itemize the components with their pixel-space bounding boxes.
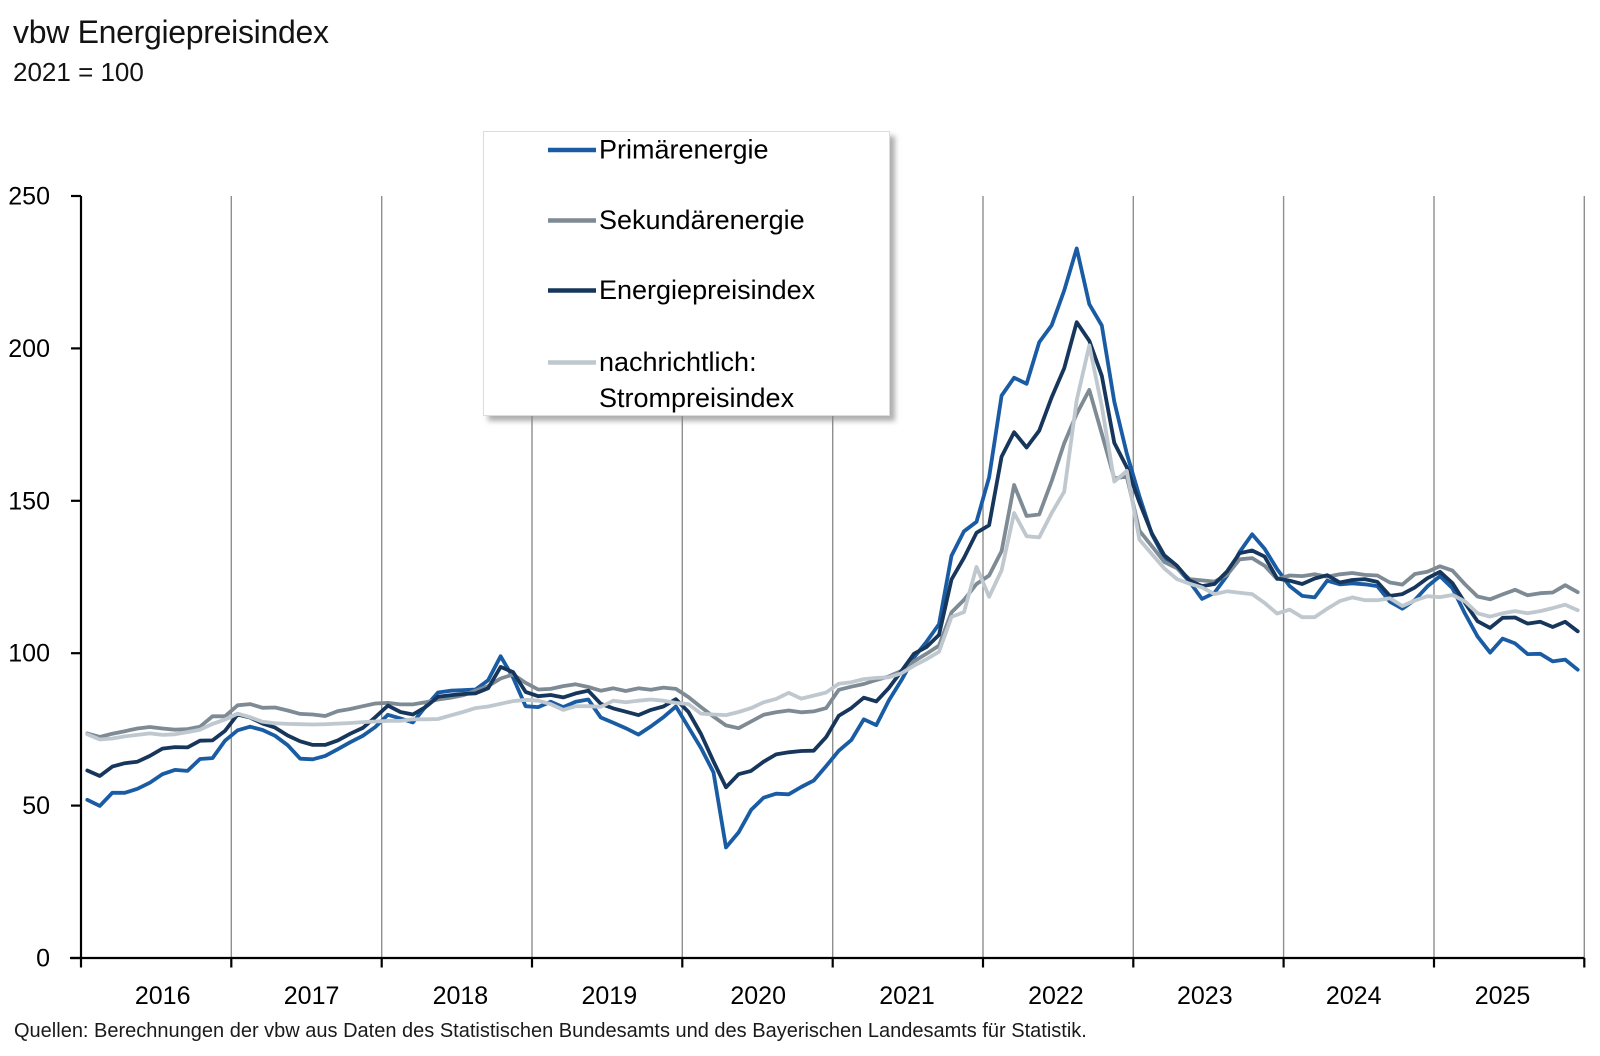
svg-text:nachrichtlich:: nachrichtlich: <box>599 347 757 377</box>
svg-text:2019: 2019 <box>581 982 637 1010</box>
svg-text:2017: 2017 <box>284 982 340 1010</box>
svg-text:Energiepreisindex: Energiepreisindex <box>599 275 816 305</box>
svg-text:100: 100 <box>8 640 50 668</box>
svg-text:0: 0 <box>36 945 50 973</box>
svg-text:Strompreisindex: Strompreisindex <box>599 383 795 413</box>
svg-text:150: 150 <box>8 487 50 515</box>
svg-text:2025: 2025 <box>1475 982 1531 1010</box>
svg-text:Primärenergie: Primärenergie <box>599 135 769 165</box>
svg-text:50: 50 <box>22 792 50 820</box>
svg-text:2023: 2023 <box>1177 982 1233 1010</box>
svg-text:2018: 2018 <box>433 982 489 1010</box>
svg-text:250: 250 <box>8 183 50 211</box>
svg-text:Sekundärenergie: Sekundärenergie <box>599 205 805 235</box>
svg-text:2022: 2022 <box>1028 982 1084 1010</box>
svg-text:200: 200 <box>8 335 50 363</box>
svg-text:2021: 2021 <box>879 982 935 1010</box>
svg-text:2024: 2024 <box>1326 982 1382 1010</box>
svg-text:2016: 2016 <box>135 982 191 1010</box>
svg-text:2020: 2020 <box>730 982 786 1010</box>
